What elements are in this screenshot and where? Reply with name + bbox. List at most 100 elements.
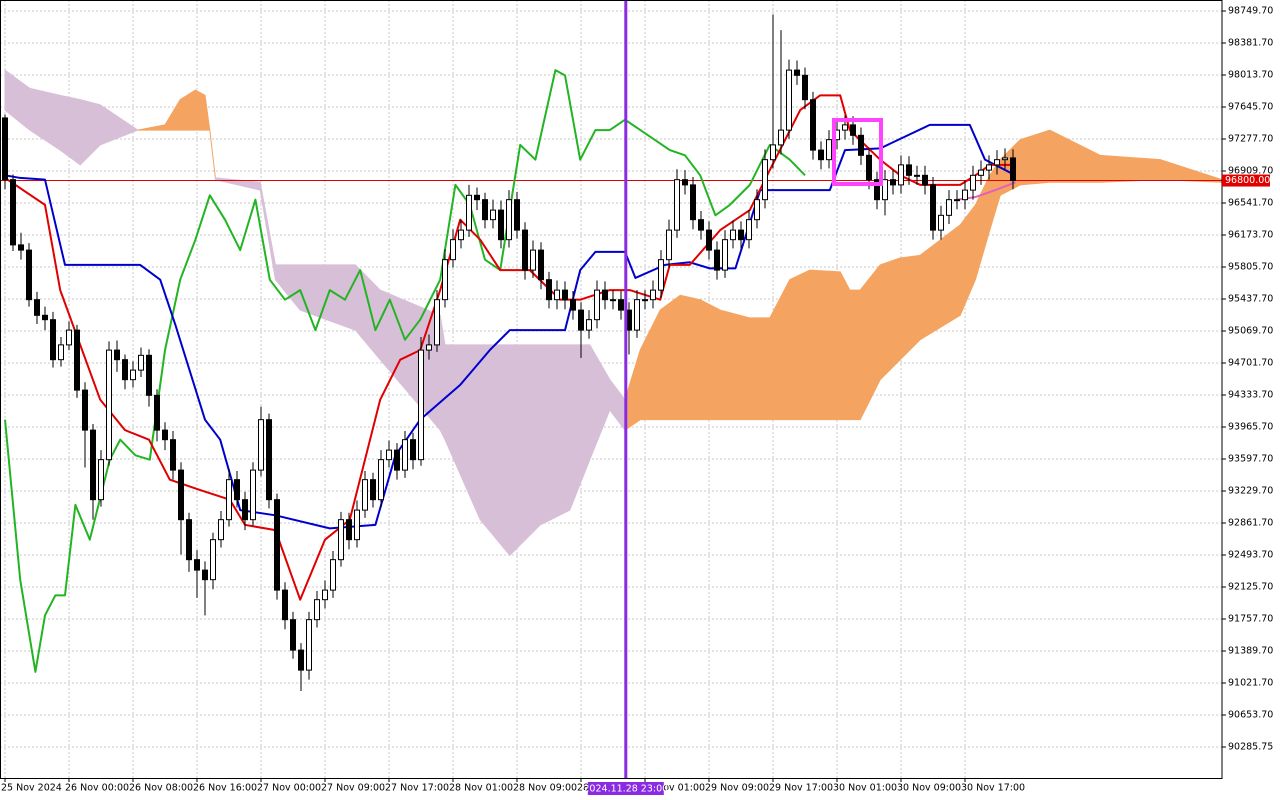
x-tick-label: 29 Nov 09:00 (705, 783, 769, 794)
candle-body (346, 519, 352, 541)
time-marker-tag (587, 782, 664, 795)
y-tick-label: 90653.70 (1228, 710, 1273, 721)
candle-body (450, 239, 456, 261)
x-tick-label: 30 Nov 17:00 (961, 783, 1025, 794)
candle-body (506, 199, 512, 241)
candle-body (194, 559, 200, 571)
candle-body (138, 354, 144, 371)
candle-body (442, 259, 448, 301)
candle-body (698, 219, 704, 231)
x-tick-label: 27 Nov 00:00 (257, 783, 321, 794)
candle-body (338, 519, 344, 561)
candle-body (330, 559, 336, 591)
candle-body (466, 194, 472, 231)
candle-body (170, 439, 176, 471)
candle-body (578, 309, 584, 331)
candle-body (378, 459, 384, 501)
candle-body (778, 129, 784, 146)
candle-body (298, 649, 304, 671)
candle-body (826, 139, 832, 161)
candle-body (514, 199, 520, 231)
candle-body (810, 99, 816, 151)
candle-body (658, 259, 664, 291)
candle-body (434, 299, 440, 346)
candle-body (26, 249, 32, 301)
y-tick-label: 97277.70 (1228, 134, 1273, 145)
candle-body (178, 469, 184, 521)
candle-body (586, 319, 592, 331)
x-tick-label: 30 Nov 01:00 (833, 783, 897, 794)
candle-body (290, 619, 296, 651)
candle-body (74, 329, 80, 391)
y-tick-label: 91389.70 (1228, 646, 1273, 657)
candle-body (66, 329, 72, 346)
candle-body (634, 299, 640, 331)
candle-body (682, 179, 688, 186)
candle-body (90, 429, 96, 501)
candle-body (1010, 157, 1016, 182)
candle-body (538, 249, 544, 281)
current-price-tag (1222, 174, 1270, 187)
candle-body (818, 149, 824, 161)
candle-body (34, 299, 40, 316)
time-marker-label: 2024.11.28 23:00 (583, 784, 668, 795)
y-tick-label: 97645.70 (1228, 102, 1273, 113)
candle-body (386, 449, 392, 461)
x-tick-label: 25 Nov 2024 (1, 783, 62, 794)
candle-body (906, 164, 912, 176)
y-tick-label: 93965.70 (1228, 422, 1273, 433)
candle-body (650, 289, 656, 301)
candle-body (474, 194, 480, 201)
candle-body (642, 299, 648, 302)
x-tick-label: 29 Nov 01:00 (641, 783, 705, 794)
candle-body (930, 184, 936, 231)
candle-body (970, 174, 976, 191)
candle-body (2, 117, 8, 181)
y-tick-label: 96173.70 (1228, 230, 1273, 241)
x-tick-label: 29 Nov 17:00 (769, 783, 833, 794)
candle-body (770, 144, 776, 161)
x-tick-label: 27 Nov 17:00 (385, 783, 449, 794)
candle-body (242, 499, 248, 521)
highlight-box (832, 118, 883, 186)
y-tick-label: 90285.75 (1228, 741, 1273, 752)
y-tick-label: 92125.70 (1228, 582, 1273, 593)
x-tick-label: 28 Nov 01:00 (449, 783, 513, 794)
candle-body (722, 239, 728, 271)
candle-body (250, 469, 256, 521)
candles (2, 14, 1016, 691)
y-tick-label: 95437.70 (1228, 294, 1273, 305)
candle-body (986, 164, 992, 171)
candle-body (458, 229, 464, 241)
indicator-line (4, 69, 806, 673)
x-tick-label: 26 Nov 16:00 (193, 783, 257, 794)
candle-body (218, 519, 224, 541)
candle-body (186, 519, 192, 561)
candle-body (706, 229, 712, 251)
candle-body (306, 619, 312, 671)
candle-body (666, 229, 672, 261)
candle-body (114, 349, 120, 361)
candle-body (866, 154, 872, 181)
candle-body (962, 189, 968, 201)
candle-body (858, 134, 864, 156)
y-tick-label: 96541.70 (1228, 198, 1273, 209)
candle-body (42, 314, 48, 321)
candle-body (106, 349, 112, 461)
candle-body (762, 159, 768, 201)
candle-body (202, 569, 208, 581)
candle-body (874, 179, 880, 201)
y-tick-label: 94333.70 (1228, 390, 1273, 401)
candle-body (354, 509, 360, 541)
candle-body (122, 359, 128, 381)
x-tick-label: 26 Nov 08:00 (129, 783, 193, 794)
candle-body (714, 249, 720, 271)
candle-body (522, 229, 528, 271)
y-tick-label: 96909.70 (1228, 166, 1273, 177)
candle-body (82, 389, 88, 431)
candle-body (1002, 157, 1008, 161)
candle-body (418, 349, 424, 461)
candle-body (978, 169, 984, 176)
candle-body (602, 289, 608, 301)
